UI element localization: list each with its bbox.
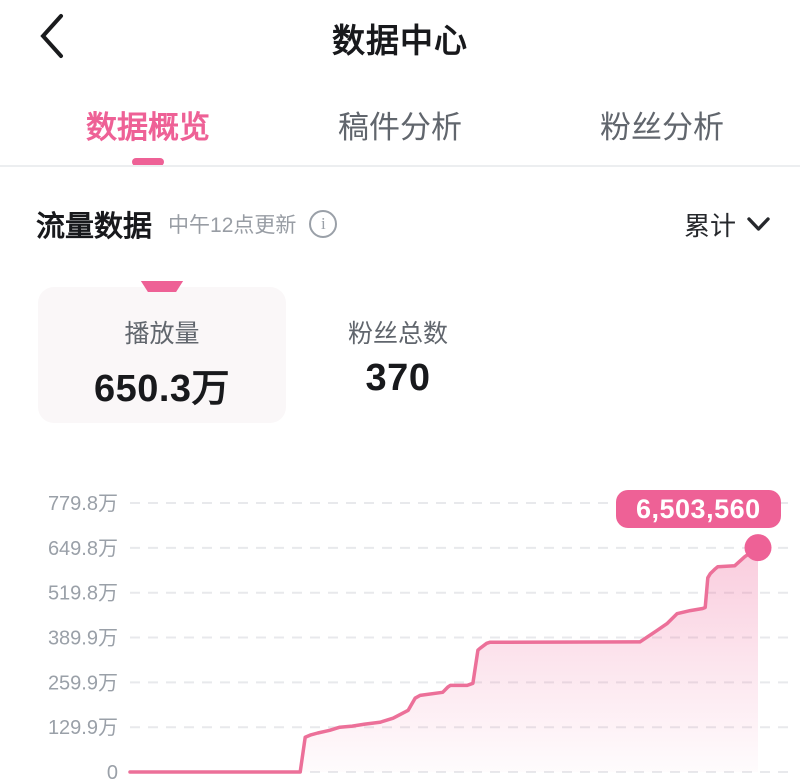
y-axis-tick-label: 259.9万 [48,672,118,694]
stat-card-plays[interactable]: 播放量 650.3万 [38,281,286,423]
tab-bar: 数据概览 稿件分析 粉丝分析 [0,102,800,166]
area-fill [130,547,758,772]
stat-card-followers[interactable]: 粉丝总数 370 [330,287,466,423]
tab-label: 稿件分析 [338,110,462,145]
tab-post-analysis[interactable]: 稿件分析 [333,102,467,147]
traffic-chart-svg: 779.8万 649.8万 519.8万 389.9万 259.9万 129.9万 0 [48,493,788,782]
chart-endpoint-tooltip: 6,503,560 [616,490,781,528]
y-axis-tick-label: 389.9万 [48,628,118,650]
update-note: 中午12点更新 [168,214,297,237]
selected-stat-notch [140,281,184,292]
tab-fans-analysis[interactable]: 粉丝分析 [595,102,729,147]
y-axis-tick-label: 649.8万 [48,538,118,560]
back-button[interactable] [28,8,76,64]
page-title: 数据中心 [332,22,468,59]
stat-label: 粉丝总数 [347,320,448,348]
divider [0,165,800,167]
tab-data-overview[interactable]: 数据概览 [81,102,215,166]
section-title: 流量数据 [36,211,153,243]
stat-label: 播放量 [124,320,200,348]
stat-value: 650.3万 [93,368,231,410]
y-axis-tick-label: 0 [107,762,118,782]
endpoint-dot [744,534,772,562]
trend-line [128,545,760,774]
traffic-trend-chart[interactable]: 779.8万 649.8万 519.8万 389.9万 259.9万 129.9万 0 6,… [0,480,800,782]
range-selector[interactable]: 累计 [684,206,770,243]
info-icon[interactable]: i [309,210,338,238]
range-selector-label: 累计 [683,211,736,241]
traffic-section-header: 流量数据 中午12点更新 i [36,203,338,245]
active-tab-indicator [132,158,164,166]
y-axis-tick-label: 519.8万 [48,583,118,605]
chevron-down-icon [747,217,770,231]
tab-label: 数据概览 [86,110,210,145]
y-axis-tick-label: 129.9万 [48,717,118,739]
stat-value: 370 [365,357,431,399]
y-axis-tick-label: 779.8万 [48,493,118,515]
tab-label: 粉丝分析 [600,110,724,145]
chevron-left-icon [40,14,63,58]
